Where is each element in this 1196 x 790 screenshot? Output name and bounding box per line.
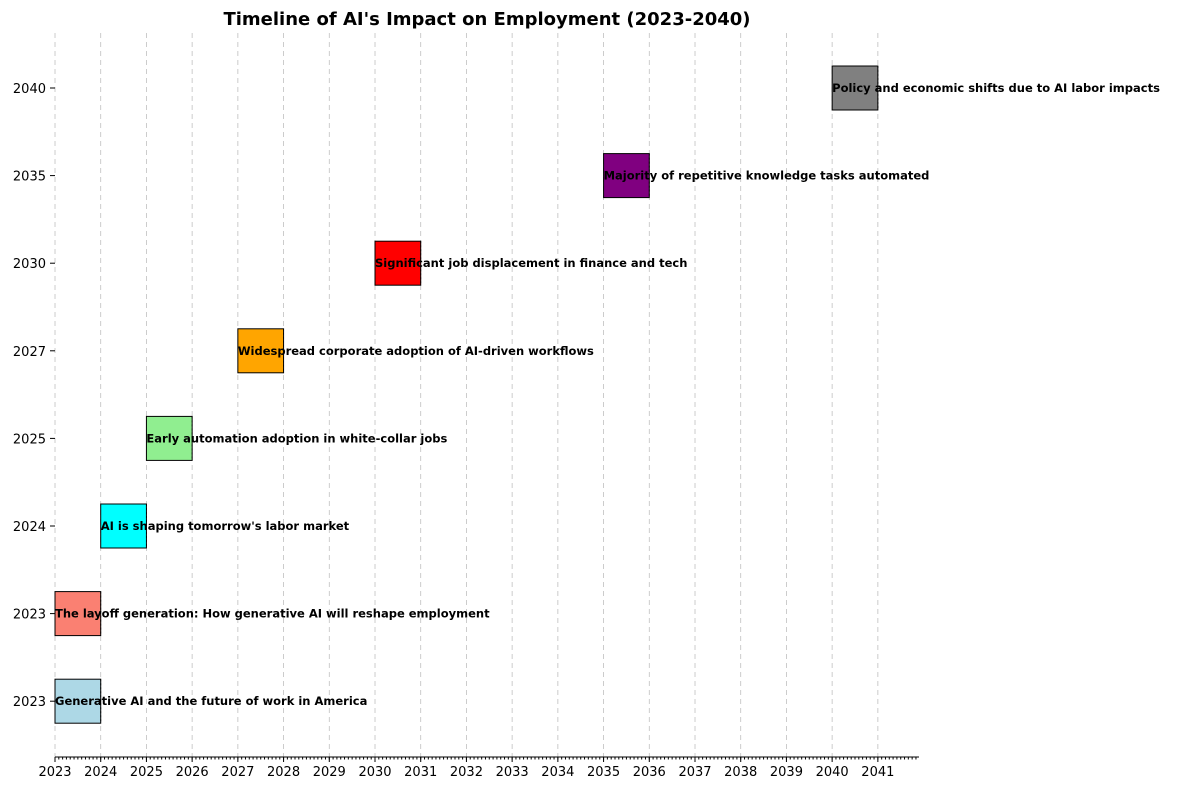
y-tick-label: 2024 xyxy=(13,520,46,535)
event-bar xyxy=(145,415,193,461)
x-axis: 2023 2024 2025 2026 2027 2028 2029 2030 2031 2032… xyxy=(38,756,919,780)
y-tick-label: 2023 xyxy=(13,695,46,710)
event-label: Early automation adoption in white-colla… xyxy=(146,431,447,445)
x-tick-label: 2024 xyxy=(84,765,117,780)
event-bar xyxy=(831,65,879,111)
event-label: Policy and economic shifts due to AI lab… xyxy=(832,81,1160,95)
y-tick-label: 2023 xyxy=(13,608,46,623)
event-bar xyxy=(237,328,285,374)
event-labels: Generative AI and the future of work in … xyxy=(55,81,1160,708)
x-tick-label: 2040 xyxy=(816,765,849,780)
y-tick-label: 2025 xyxy=(13,432,46,447)
x-tick-label: 2032 xyxy=(450,765,483,780)
x-tick-label: 2033 xyxy=(496,765,529,780)
event-label: Significant job displacement in finance … xyxy=(375,256,687,270)
y-tick-label: 2027 xyxy=(13,345,46,360)
x-tick-label: 2037 xyxy=(678,765,711,780)
event-bar xyxy=(54,591,102,637)
x-tick-label: 2039 xyxy=(770,765,803,780)
x-tick-label: 2027 xyxy=(221,765,254,780)
x-tick-label: 2025 xyxy=(130,765,163,780)
x-tick-label: 2036 xyxy=(633,765,666,780)
x-tick-label: 2034 xyxy=(541,765,574,780)
x-tick-label: 2038 xyxy=(724,765,757,780)
event-label: Majority of repetitive knowledge tasks a… xyxy=(604,169,930,183)
event-label: AI is shaping tomorrow's labor market xyxy=(101,519,350,533)
event-bar xyxy=(374,240,422,286)
x-tick-label: 2030 xyxy=(358,765,391,780)
chart-title: Timeline of AI's Impact on Employment (2… xyxy=(223,9,750,30)
x-tick-label: 2023 xyxy=(38,765,71,780)
y-tick-label: 2030 xyxy=(13,257,46,272)
y-tick-label: 2040 xyxy=(13,82,46,97)
x-tick-label: 2028 xyxy=(267,765,300,780)
x-tick-label: 2035 xyxy=(587,765,620,780)
x-tick-label: 2041 xyxy=(861,765,894,780)
event-label: The layoff generation: How generative AI… xyxy=(55,607,490,621)
x-tick-label: 2029 xyxy=(313,765,346,780)
grid-lines xyxy=(54,33,879,757)
y-tick-label: 2035 xyxy=(13,170,46,185)
event-label: Widespread corporate adoption of AI-driv… xyxy=(238,344,594,358)
event-bar xyxy=(54,678,102,724)
event-bars xyxy=(54,65,879,724)
event-label: Generative AI and the future of work in … xyxy=(55,694,367,708)
x-tick-label: 2031 xyxy=(404,765,437,780)
y-axis: 2023 2023 2024 2025 2027 2030 2035 2040 xyxy=(13,82,55,710)
x-tick-label: 2026 xyxy=(176,765,209,780)
